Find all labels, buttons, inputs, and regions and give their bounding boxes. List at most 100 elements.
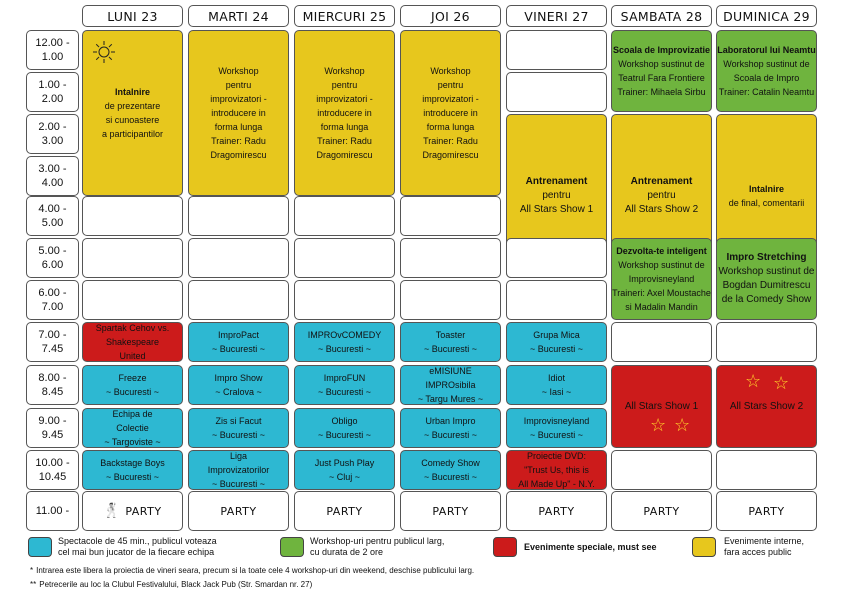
- time-label: 12.00 -: [35, 37, 70, 49]
- legend-label: Spectacole de 45 min., publicul voteaza c…: [58, 536, 217, 558]
- event-block: Workshop pentru improvizatori - introducere…: [188, 30, 289, 196]
- time-label: 7.00: [41, 301, 64, 313]
- event-title: ImproPact: [217, 330, 259, 340]
- event-detail: All Stars Show 1: [519, 204, 594, 215]
- event-title: eMISIUNE: [429, 366, 472, 376]
- event-block: Impro Stretching Workshop sustinut de Bogd…: [716, 238, 817, 320]
- event-block: Laboratorul lui Neamtu Workshop sustinut …: [716, 30, 817, 112]
- empty-slot: [294, 196, 395, 236]
- time-label: 10.00 -: [35, 457, 70, 469]
- event-title: Just Push Play: [314, 458, 375, 468]
- legend-text-line: cel mai bun jucator de la fiecare echipa: [58, 547, 215, 557]
- time-label: 6.00 -: [38, 287, 67, 299]
- time-label: 2.00 -: [38, 121, 67, 133]
- time-slot: 1.00 - 2.00: [26, 72, 79, 112]
- event-title: IMPROvCOMEDY: [307, 330, 382, 340]
- event-detail: ~ Bucuresti ~: [211, 344, 266, 354]
- event-block: Comedy Show ~ Bucuresti ~: [400, 450, 501, 490]
- event-title: Workshop: [218, 66, 259, 76]
- event-detail: introducere in: [317, 108, 372, 118]
- time-label: 10.45: [38, 471, 67, 483]
- event-detail: IMPROsibila: [425, 380, 476, 390]
- event-block: Intalnire de prezentare si cunoastere a par…: [82, 30, 183, 196]
- event-detail: United: [119, 351, 146, 361]
- time-label: 3.00: [41, 135, 64, 147]
- event-detail: de final, comentarii: [728, 198, 805, 208]
- party-label: PARTY: [643, 504, 680, 518]
- event-block: Echipa de Colectie ~ Targoviste ~: [82, 408, 183, 448]
- event-block: Freeze ~ Bucuresti ~: [82, 365, 183, 405]
- time-label: 7.45: [41, 343, 64, 355]
- empty-slot: [506, 72, 607, 112]
- event-title: Grupa Mica: [533, 330, 580, 340]
- star-icon: ☆: [674, 415, 691, 435]
- party-cell: PARTY: [716, 491, 817, 531]
- event-detail: pentru: [647, 190, 676, 201]
- time-label: 4.00: [41, 177, 64, 189]
- time-slot: 9.00 - 9.45: [26, 408, 79, 448]
- event-detail: Trainer: Radu: [211, 136, 266, 146]
- event-block: Obligo ~ Bucuresti ~: [294, 408, 395, 448]
- event-block: All Stars Show 2 ☆ ☆: [716, 365, 817, 448]
- event-detail: ~ Iasi ~: [541, 387, 572, 397]
- event-block: Proiectie DVD: "Trust Us, this is All Made…: [506, 450, 607, 490]
- legend-swatch: [493, 537, 517, 557]
- event-block: Impro Show ~ Cralova ~: [188, 365, 289, 405]
- event-detail: Trainer: Radu: [423, 136, 478, 146]
- event-detail: ~ Bucuresti ~: [317, 344, 372, 354]
- event-block: Workshop pentru improvizatori - introducere…: [400, 30, 501, 196]
- legend-swatch: [28, 537, 52, 557]
- star-icon: ☆: [650, 415, 667, 435]
- event-detail: ~ Cralova ~: [215, 387, 262, 397]
- time-label: 11.00 -: [35, 505, 70, 517]
- party-label: PARTY: [432, 504, 469, 518]
- event-title: Freeze: [118, 373, 147, 383]
- legend-text-line: Evenimente speciale, must see: [524, 542, 657, 552]
- empty-slot: [188, 238, 289, 278]
- empty-slot: [611, 322, 712, 362]
- event-title: Dezvolta-te inteligent: [616, 246, 707, 256]
- event-detail: ~ Bucuresti ~: [423, 344, 478, 354]
- day-header: DUMINICA 29: [716, 5, 817, 27]
- event-block: IMPROvCOMEDY ~ Bucuresti ~: [294, 322, 395, 362]
- sun-icon: [93, 41, 115, 63]
- event-title: Urban Impro: [425, 416, 476, 426]
- event-block: Improvisneyland ~ Bucuresti ~: [506, 408, 607, 448]
- empty-slot: [82, 196, 183, 236]
- event-title: All Stars Show 2: [729, 400, 804, 412]
- event-detail: "Trust Us, this is: [524, 465, 589, 475]
- event-title: Obligo: [331, 416, 358, 426]
- event-title: Intalnire: [748, 184, 784, 194]
- legend-text-line: Spectacole de 45 min., publicul voteaza: [58, 536, 217, 546]
- event-detail: introducere in: [423, 108, 478, 118]
- event-title: Proiectie DVD:: [526, 451, 587, 461]
- footnote-text: Petrecerile au loc la Clubul Festivalulu…: [39, 580, 313, 589]
- event-detail: Dragomirescu: [316, 150, 373, 160]
- event-title: Toaster: [435, 330, 466, 340]
- legend-swatch: [280, 537, 304, 557]
- legend-label: Evenimente interne, fara acces public: [724, 536, 804, 558]
- time-label: 1.00 -: [38, 79, 67, 91]
- event-block: All Stars Show 1 ☆ ☆: [611, 365, 712, 448]
- event-title: Workshop: [430, 66, 471, 76]
- party-cell: PARTY: [400, 491, 501, 531]
- party-cell: 🕺 PARTY: [82, 491, 183, 531]
- empty-slot: [188, 196, 289, 236]
- time-slot: 2.00 - 3.00: [26, 114, 79, 154]
- event-detail: forma lunga: [320, 122, 369, 132]
- event-detail: forma lunga: [214, 122, 263, 132]
- event-detail: ~ Bucuresti ~: [529, 430, 584, 440]
- empty-slot: [400, 280, 501, 320]
- event-title: Comedy Show: [421, 458, 480, 468]
- legend-text-line: fara acces public: [724, 547, 792, 557]
- star-icon: ☆: [773, 373, 790, 393]
- empty-slot: [611, 450, 712, 490]
- time-label: 9.45: [41, 429, 64, 441]
- party-label: PARTY: [748, 504, 785, 518]
- legend-swatch: [692, 537, 716, 557]
- event-detail: ~ Bucuresti ~: [211, 479, 266, 489]
- event-detail: ~ Bucuresti ~: [529, 344, 584, 354]
- event-block: Just Push Play ~ Cluj ~: [294, 450, 395, 490]
- time-label: 8.45: [41, 386, 64, 398]
- event-block: Zis si Facut ~ Bucuresti ~: [188, 408, 289, 448]
